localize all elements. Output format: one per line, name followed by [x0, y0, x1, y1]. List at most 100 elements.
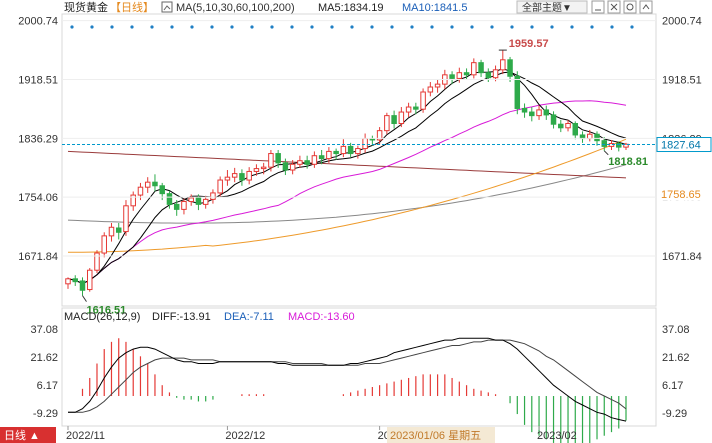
candle-up	[268, 149, 274, 172]
candle-body	[217, 179, 223, 194]
candle-up	[434, 79, 441, 93]
ma-price-tag-box	[657, 186, 711, 201]
toolbar-icon[interactable]	[161, 1, 173, 13]
event-marker-dot	[570, 25, 574, 29]
candle-body	[427, 86, 434, 93]
ma30-line	[67, 100, 627, 285]
candle-up	[398, 107, 405, 128]
candle-body	[521, 107, 528, 113]
ma100-line	[67, 150, 627, 179]
candle-up	[376, 127, 383, 145]
candle-body	[137, 186, 144, 196]
recent-low-label: 1818.81	[608, 156, 648, 168]
candle-down	[449, 71, 455, 85]
candle-body	[471, 62, 477, 76]
candle-body	[202, 198, 209, 205]
candle-up	[355, 145, 361, 159]
event-marker-dot	[530, 25, 534, 29]
date-tick-label: 2022/11	[66, 430, 105, 442]
instrument-title: 现货黄金	[64, 0, 108, 14]
event-marker-dot	[590, 25, 594, 29]
candle-body	[434, 83, 441, 88]
candle-body	[543, 109, 550, 116]
candle-body	[463, 72, 470, 76]
macd-lines	[68, 337, 627, 422]
candle-body	[340, 145, 347, 155]
candle-body	[594, 133, 600, 142]
event-marker-dot	[330, 25, 334, 29]
event-marker-dot	[490, 25, 494, 29]
price-tick-label-right: 1918.51	[662, 74, 702, 86]
candle-body	[376, 130, 383, 141]
ma-params-label: MA(5,10,30,60,100,200)	[176, 2, 295, 14]
high-label: 1959.57	[509, 38, 549, 50]
candle-up	[130, 191, 136, 211]
macd-dea-label: DEA:-7.11	[224, 311, 274, 323]
date-tick-label: 2023/02	[537, 430, 577, 442]
event-marker-dot	[150, 25, 154, 29]
candle-down	[79, 277, 86, 296]
candle-up	[500, 50, 506, 75]
candle-up	[289, 160, 296, 175]
event-markers	[70, 25, 634, 29]
collapse-icon[interactable]	[639, 0, 653, 14]
ma5-label: MA5:1834.19	[318, 2, 383, 14]
event-marker-dot	[210, 25, 214, 29]
event-marker-dot	[450, 25, 454, 29]
candle-body	[398, 111, 405, 124]
candle-up	[260, 162, 267, 175]
candle-down	[601, 137, 608, 151]
candle-body	[572, 123, 579, 136]
minimize-icon[interactable]	[591, 0, 605, 14]
settings-icon[interactable]	[623, 0, 637, 14]
candle-down	[514, 71, 521, 115]
event-marker-dot	[390, 25, 394, 29]
candle-body	[108, 226, 115, 237]
event-marker-dot	[310, 25, 314, 29]
candle-body	[210, 192, 216, 200]
candle-body	[529, 111, 535, 117]
period-selector[interactable]: 日线 ▲	[0, 427, 56, 443]
ma10-line	[67, 71, 627, 285]
candle-down	[304, 155, 310, 169]
event-marker-dot	[550, 25, 554, 29]
price-tick-label-left: 2000.74	[18, 16, 58, 28]
candle-body	[181, 201, 187, 210]
candle-body	[536, 109, 542, 117]
candle-body	[507, 59, 513, 77]
candle-body	[94, 252, 100, 271]
candle-body	[558, 123, 564, 129]
candle-body	[565, 123, 571, 129]
price-tick-label-left: 1918.51	[18, 74, 58, 86]
candle-body	[311, 155, 318, 165]
candle-body	[159, 185, 165, 195]
event-marker-dot	[370, 25, 374, 29]
price-tick-label-left: 1754.06	[18, 192, 58, 204]
candle-up	[202, 195, 209, 209]
price-tick-label-right: 2000.74	[662, 16, 702, 28]
candle-body	[492, 69, 499, 79]
candle-down	[173, 200, 180, 216]
candle-up	[565, 119, 571, 132]
candle-up	[217, 176, 223, 197]
candle-body	[601, 140, 608, 147]
candlesticks	[65, 50, 629, 296]
ma60-line	[68, 138, 627, 253]
candle-down	[529, 107, 535, 122]
event-marker-dot	[230, 25, 234, 29]
candle-up	[297, 155, 303, 168]
period-label[interactable]: 【日线】	[110, 0, 154, 14]
candle-down	[543, 105, 550, 120]
diff-line	[68, 337, 627, 422]
current-price-tag-box	[656, 137, 712, 153]
ma200-line	[67, 164, 627, 224]
candle-body	[384, 115, 390, 132]
candle-up	[65, 277, 71, 289]
theme-button[interactable]: 全部主题▼	[516, 0, 588, 14]
candle-body	[79, 280, 86, 291]
candle-down	[333, 148, 339, 160]
candle-down	[347, 142, 354, 158]
close-icon[interactable]	[607, 0, 621, 14]
candle-body	[355, 148, 361, 155]
